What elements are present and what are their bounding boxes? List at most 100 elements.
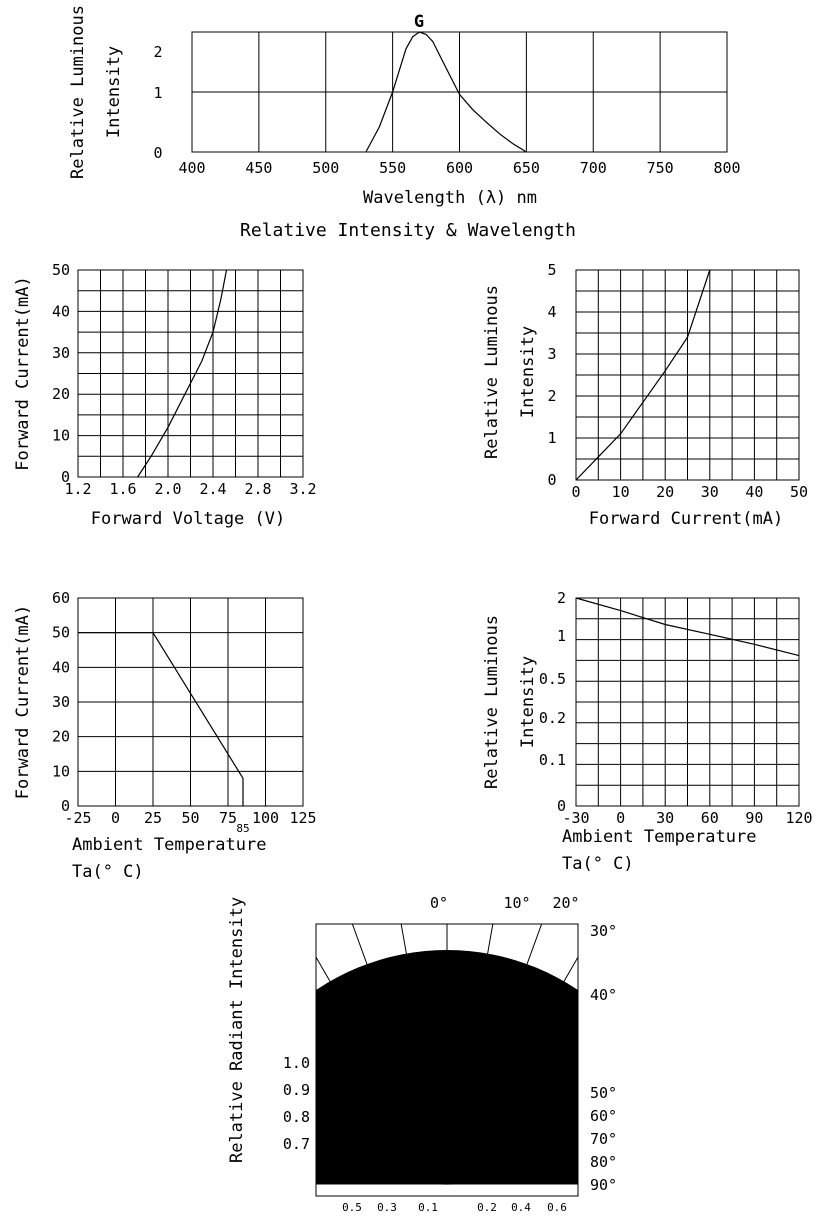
iv-lum-x-tick: 10 [612, 483, 630, 501]
radiation-radial-label: 0.9 [283, 1081, 310, 1099]
iv-y-tick: 0 [61, 468, 70, 486]
derating-y-tick: 20 [52, 728, 70, 746]
temp-lum-x-tick: 120 [785, 809, 812, 827]
iv-lum-x-label: Forward Current(mA) [589, 509, 783, 529]
iv-curve [137, 269, 228, 478]
spectrum-title: Relative Intensity & Wavelength [240, 220, 576, 241]
radiation-grid [315, 923, 579, 1197]
radiation-ray [316, 1160, 448, 1185]
radiation-ray [446, 1107, 578, 1185]
iv-lum-y-tick: 2 [547, 387, 556, 405]
iv-y-tick: 40 [52, 302, 70, 320]
radiation-ray [446, 924, 543, 1185]
radiation-bottom-label: 0.2 [477, 1201, 497, 1214]
spectrum-y-label: Relative Luminous [68, 5, 88, 179]
radiation-ray [316, 1107, 448, 1185]
spectrum-x-label: Wavelength (λ) nm [363, 188, 537, 208]
derating-curve [78, 632, 244, 806]
iv-lum-x-tick: 20 [656, 483, 674, 501]
temp-lum-y-tick: 0.2 [539, 709, 566, 727]
temp-lum-grid [575, 597, 800, 807]
radiation-ray [316, 956, 448, 1185]
temp-lum-x-tick: 30 [656, 809, 674, 827]
radiation-angle-label: 0° [430, 894, 448, 912]
derating-x-tick: -25 [64, 809, 91, 827]
radiation-angle-label: 40° [590, 986, 617, 1004]
spectrum-x-tick: 800 [713, 159, 740, 177]
derating-x-tick: 125 [289, 809, 316, 827]
derating-y-tick: 40 [52, 658, 70, 676]
iv-lum-y-label: Intensity [518, 326, 538, 418]
temp-lum-x-label: Ambient Temperature [562, 827, 756, 847]
iv-lum-y-tick: 1 [547, 429, 556, 447]
iv-x-tick: 3.2 [289, 480, 316, 498]
radiation-bottom-label: 0.6 [547, 1201, 567, 1214]
radiation-bottom-label: 0.5 [342, 1201, 362, 1214]
derating-y-label: Forward Current(mA) [13, 605, 33, 799]
iv-y-tick: 30 [52, 344, 70, 362]
spectrum-y-tick: 1 [153, 84, 162, 102]
spectrum-y-label: Intensity [104, 46, 124, 138]
iv-x-tick: 1.6 [109, 480, 136, 498]
radiation-angle-label: 30° [590, 922, 617, 940]
derating-x-label: Ambient Temperature [72, 835, 266, 855]
spectrum-grid [191, 31, 728, 153]
radiation-frame [315, 923, 579, 1197]
iv-lum-x-tick: 40 [745, 483, 763, 501]
iv-lum-y-tick: 0 [547, 471, 556, 489]
temp-lum-x-tick: 60 [701, 809, 719, 827]
radiation-radial-label: 0.8 [283, 1108, 310, 1126]
spectrum-x-tick: 650 [513, 159, 540, 177]
spectrum-x-tick: 400 [178, 159, 205, 177]
radiation-angle-label: 80° [590, 1153, 617, 1171]
derating-x-tick: 0 [111, 809, 120, 827]
temp-lum-x-tick: 90 [745, 809, 763, 827]
iv-lum-y-tick: 3 [547, 345, 556, 363]
spectrum-series-label: G [414, 12, 424, 32]
radiation-ray [316, 1073, 448, 1185]
iv-x-label: Forward Voltage (V) [91, 509, 285, 529]
iv-lum-grid [575, 269, 800, 481]
iv-lum-x-tick: 50 [790, 483, 808, 501]
derating-y-tick: 30 [52, 693, 70, 711]
iv-y-tick: 10 [52, 427, 70, 445]
radiation-ray [446, 1160, 578, 1185]
spectrum-curve-g [365, 31, 527, 153]
temp-lum-x-tick: 0 [616, 809, 625, 827]
iv-lum-curve [575, 269, 711, 481]
iv-lum-y-tick: 5 [547, 261, 556, 279]
radiation-angle-label: 20° [552, 894, 579, 912]
iv-x-tick: 2.0 [154, 480, 181, 498]
radiation-ray [400, 924, 448, 1185]
temp-lum-x-label-2: Ta(° C) [562, 854, 634, 874]
iv-y-tick: 50 [52, 261, 70, 279]
derating-x-extra-tick: 85 [236, 822, 249, 835]
radiation-y-label: Relative Radiant Intensity [227, 897, 247, 1163]
spectrum-x-tick: 500 [312, 159, 339, 177]
iv-lum-x-tick: 30 [701, 483, 719, 501]
radiation-ray [351, 924, 448, 1185]
radiation-angle-label: 50° [590, 1084, 617, 1102]
radiation-radial-label: 0.7 [283, 1135, 310, 1153]
iv-x-tick: 2.8 [244, 480, 271, 498]
radiation-ray [446, 956, 578, 1185]
temp-lum-y-tick: 0.1 [539, 751, 566, 769]
iv-lum-y-tick: 4 [547, 303, 556, 321]
derating-x-label-2: Ta(° C) [72, 862, 144, 882]
radiation-ray [446, 924, 494, 1185]
temp-lum-y-label: Intensity [518, 656, 538, 748]
derating-x-tick: 100 [252, 809, 279, 827]
radiation-angle-label: 60° [590, 1107, 617, 1125]
derating-y-tick: 50 [52, 624, 70, 642]
radiation-bottom-label: 0.1 [418, 1201, 438, 1214]
radiation-angle-label: 10° [503, 894, 530, 912]
radiation-angle-label: 70° [590, 1130, 617, 1148]
iv-y-label: Forward Current(mA) [13, 276, 33, 470]
derating-x-tick: 75 [219, 809, 237, 827]
radiation-bottom-label: 0.4 [511, 1201, 531, 1214]
temp-lum-y-tick: 0 [557, 797, 566, 815]
derating-x-tick: 25 [144, 809, 162, 827]
temp-lum-x-tick: -30 [562, 809, 589, 827]
temp-lum-y-tick: 1 [557, 627, 566, 645]
